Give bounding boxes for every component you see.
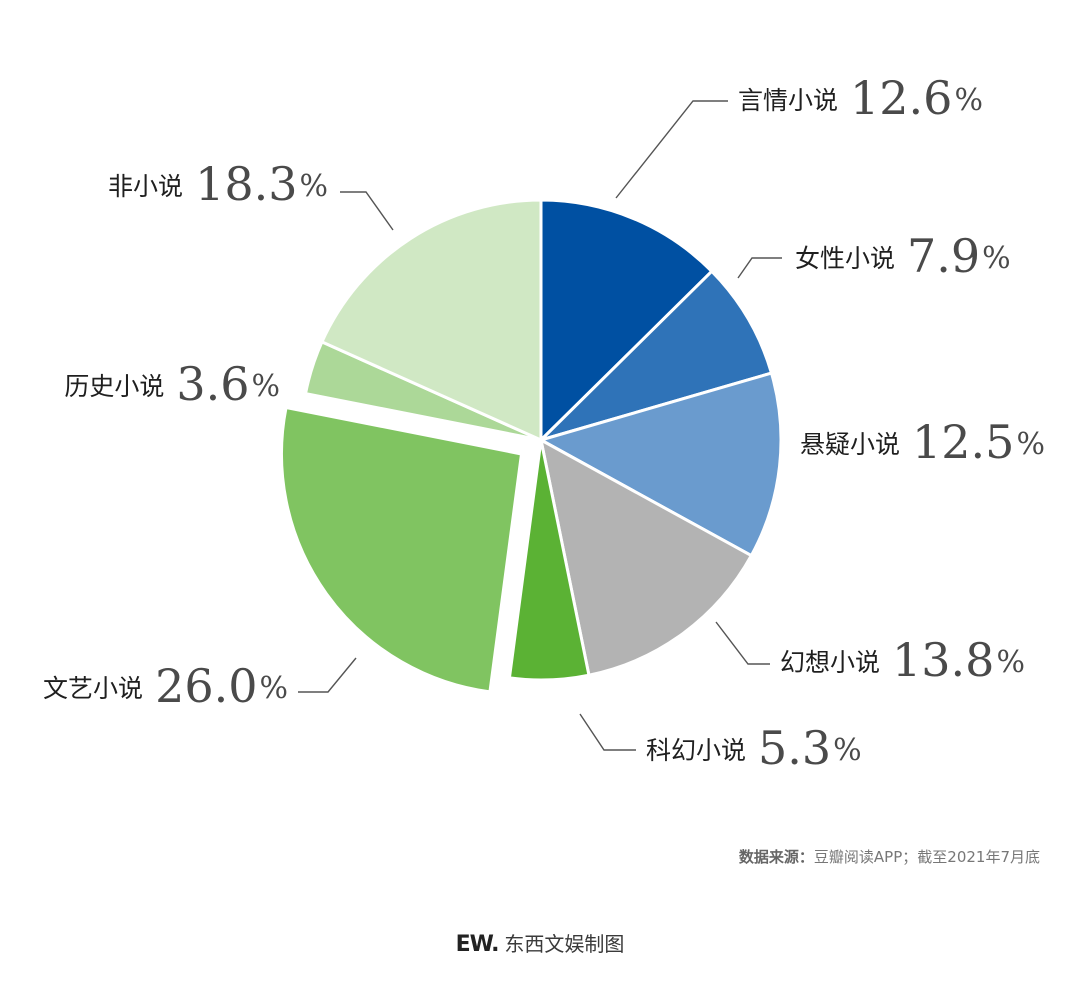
percent-sign: % — [982, 241, 1011, 276]
pie-slice-8 — [320, 198, 543, 442]
percent-value: 26.0 — [155, 659, 257, 713]
pie-slice-2 — [539, 269, 773, 442]
percent-sign: % — [251, 369, 280, 404]
slice-label-6: 文艺小说 26.0% — [43, 659, 288, 713]
leader-line-5 — [579, 713, 636, 751]
pie-slice-5 — [507, 438, 591, 682]
leader-lines — [298, 100, 782, 751]
category-name: 悬疑小说 — [800, 430, 900, 459]
leader-line-6 — [298, 657, 357, 693]
percent-value: 5.3 — [758, 721, 831, 775]
percent-sign: % — [954, 83, 983, 118]
credit-line: EW. 东西文娱制图 — [0, 928, 1080, 957]
slice-label-7: 历史小说 3.6% — [64, 357, 280, 411]
category-name: 非小说 — [108, 172, 183, 201]
leader-line-2 — [737, 257, 782, 279]
pie-slice-1 — [539, 198, 714, 442]
pie-slice-6 — [280, 406, 523, 694]
percent-value: 18.3 — [195, 157, 297, 211]
percent-value: 7.9 — [907, 229, 980, 283]
data-source-note: 数据来源：豆瓣阅读APP；截至2021年7月底 — [739, 846, 1040, 867]
percent-value: 12.5 — [912, 415, 1014, 469]
source-text: 豆瓣阅读APP；截至2021年7月底 — [813, 848, 1040, 866]
slice-label-1: 言情小说 12.6% — [738, 71, 983, 125]
percent-value: 13.8 — [892, 633, 994, 687]
category-name: 女性小说 — [795, 244, 895, 273]
percent-sign: % — [299, 169, 328, 204]
pie-slice-3 — [539, 371, 783, 558]
pie-slice-4 — [539, 438, 753, 677]
category-name: 幻想小说 — [780, 648, 880, 677]
slice-label-3: 悬疑小说 12.5% — [800, 415, 1045, 469]
percent-sign: % — [833, 733, 862, 768]
category-name: 言情小说 — [738, 86, 838, 115]
leader-line-8 — [340, 191, 394, 231]
slice-label-4: 幻想小说 13.8% — [780, 633, 1025, 687]
source-label: 数据来源： — [738, 848, 814, 866]
ew-logo: EW. — [455, 932, 500, 957]
slice-label-8: 非小说 18.3% — [108, 157, 328, 211]
leader-line-4 — [715, 621, 770, 665]
leader-line-1 — [615, 100, 728, 199]
category-name: 文艺小说 — [43, 674, 143, 703]
percent-sign: % — [259, 671, 288, 706]
percent-value: 12.6 — [850, 71, 952, 125]
category-name: 科幻小说 — [646, 736, 746, 765]
slice-label-2: 女性小说 7.9% — [795, 229, 1011, 283]
slice-label-5: 科幻小说 5.3% — [646, 721, 862, 775]
percent-sign: % — [1016, 427, 1045, 462]
percent-sign: % — [996, 645, 1025, 680]
credit-text: 东西文娱制图 — [504, 932, 625, 956]
slice-labels: 言情小说 12.6% 女性小说 7.9% 悬疑小说 12.5% 幻想小说 13.8% 科幻小说 5… — [43, 71, 1045, 775]
percent-value: 3.6 — [176, 357, 249, 411]
category-name: 历史小说 — [64, 372, 164, 401]
pie-slices — [280, 198, 783, 694]
